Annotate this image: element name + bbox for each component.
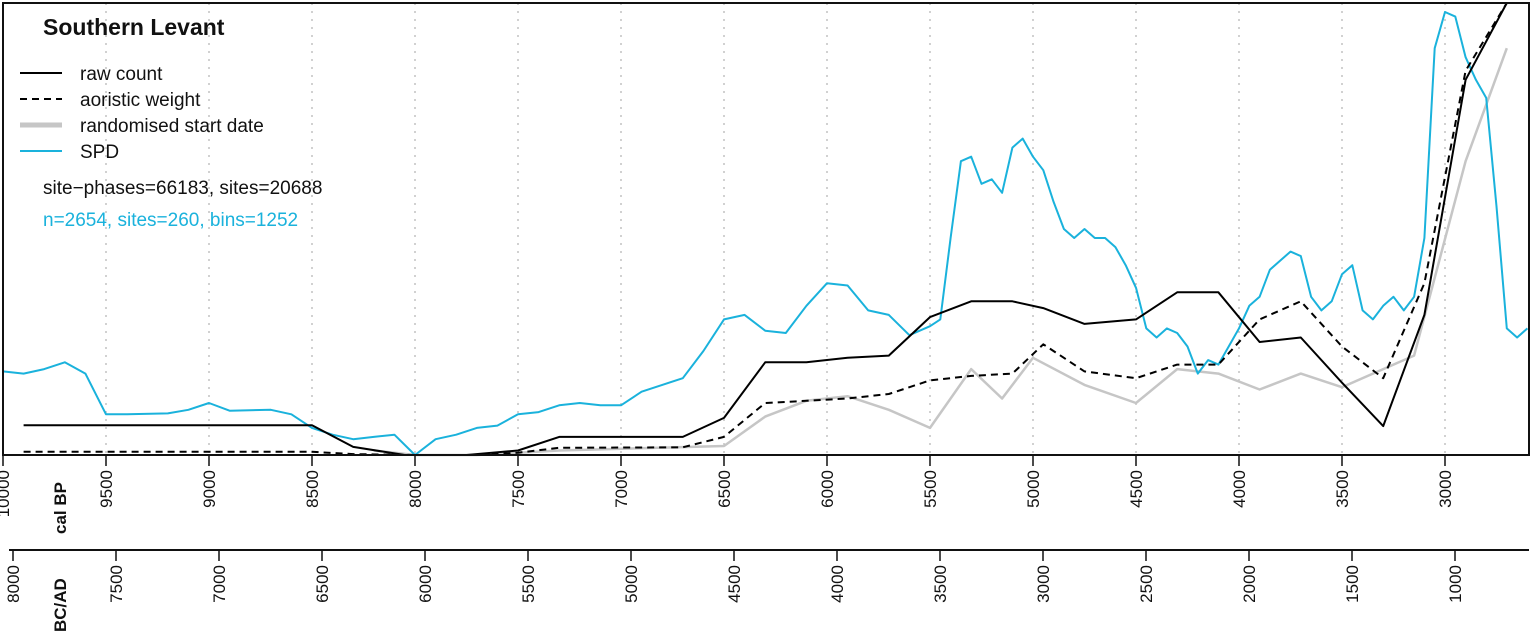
bc-ad-tick-label-7000: 7000	[210, 565, 229, 603]
x-tick-label-4500: 4500	[1127, 470, 1146, 508]
x-tick-label-8500: 8500	[303, 470, 322, 508]
x-tick-label-8000: 8000	[406, 470, 425, 508]
bc-ad-tick-label-4000: 4000	[828, 565, 847, 603]
x-tick-label-6500: 6500	[715, 470, 734, 508]
bc-ad-tick-label-7500: 7500	[107, 565, 126, 603]
bc-ad-tick-label-1500: 1500	[1343, 565, 1362, 603]
gridlines	[2, 3, 1446, 455]
series-aoristic-weight	[23, 2, 1508, 456]
series-layer	[2, 2, 1529, 457]
x-tick-label-4000: 4000	[1230, 470, 1249, 508]
x-tick-label-7000: 7000	[612, 470, 631, 508]
series-raw-count	[23, 2, 1508, 456]
x-axis-label-cal-bp: cal BP	[51, 482, 70, 534]
annotation-site-phases: site−phases=66183, sites=20688	[43, 178, 322, 199]
plot-frame	[2, 2, 1530, 456]
bc-ad-tick-label-8000: 8000	[4, 565, 23, 603]
x-tick-label-6000: 6000	[818, 470, 837, 508]
legend-label-raw-count: raw count	[80, 64, 163, 85]
x-tick-label-10000: 10000	[0, 470, 13, 517]
legend-label-spd: SPD	[80, 142, 119, 163]
legend-label-randomised-start-date: randomised start date	[80, 116, 264, 137]
x-tick-label-3500: 3500	[1333, 470, 1352, 508]
bc-ad-tick-label-5000: 5000	[622, 565, 641, 603]
bc-ad-tick-label-6000: 6000	[416, 565, 435, 603]
x-axis-label-bc-ad: BC/AD	[51, 578, 70, 632]
legend-label-aoristic-weight: aoristic weight	[80, 90, 201, 111]
x-tick-label-9000: 9000	[200, 470, 219, 508]
bc-ad-tick-label-3000: 3000	[1034, 565, 1053, 603]
bc-ad-tick-label-2500: 2500	[1137, 565, 1156, 603]
x-tick-label-9500: 9500	[97, 470, 116, 508]
bc-ad-tick-label-3500: 3500	[931, 565, 950, 603]
bc-ad-tick-label-6500: 6500	[313, 565, 332, 603]
series-randomised-start-date	[373, 47, 1508, 457]
x-tick-label-5500: 5500	[921, 470, 940, 508]
x-axis-cal-bp: 10000 9500 9000 8500 8000 7500 7000 6500 6000 550…	[0, 455, 1455, 517]
annotation-spd-counts: n=2654, sites=260, bins=1252	[43, 210, 298, 231]
bc-ad-tick-label-2000: 2000	[1240, 565, 1259, 603]
legend: raw count aoristic weight randomised sta…	[20, 64, 264, 163]
x-tick-label-5000: 5000	[1024, 470, 1043, 508]
chart-title: Southern Levant	[43, 14, 225, 40]
bc-ad-tick-label-5500: 5500	[519, 565, 538, 603]
series-spd	[2, 11, 1529, 456]
x-axis-bc-ad: 8000 7500 7000 6500 6000 5500 5000 4500 4000 3500…	[4, 549, 1529, 603]
bc-ad-tick-label-4500: 4500	[725, 565, 744, 603]
bc-ad-tick-label-1000: 1000	[1446, 565, 1465, 603]
x-tick-label-7500: 7500	[509, 470, 528, 508]
x-tick-label-3000: 3000	[1436, 470, 1455, 508]
